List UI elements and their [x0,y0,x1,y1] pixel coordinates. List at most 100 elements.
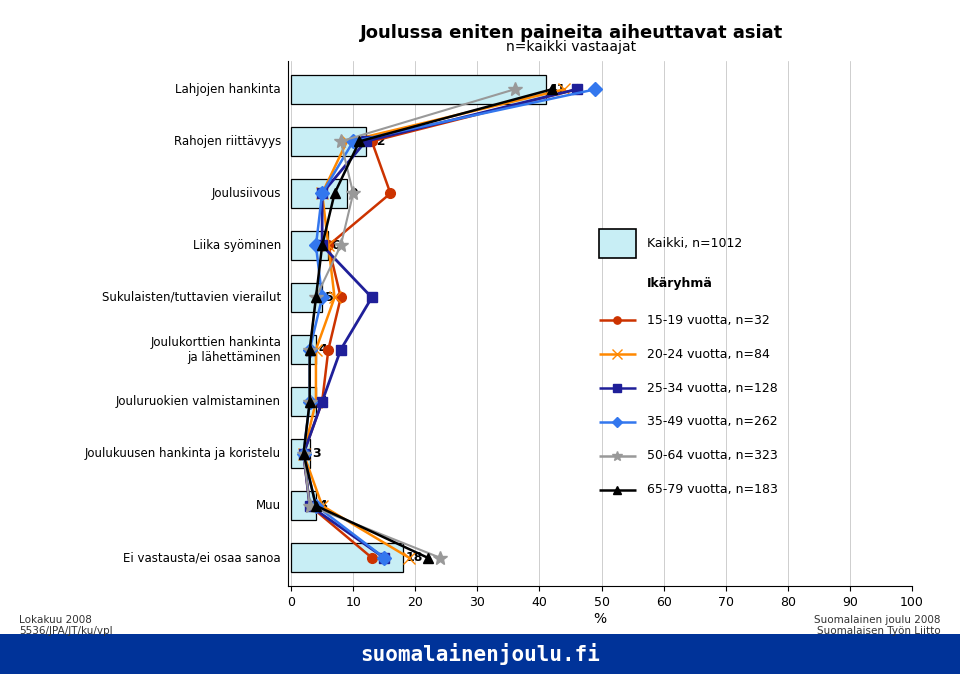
65-79 vuotta, n=183 [304,346,316,354]
20-24 vuotta, n=84 [341,137,352,146]
20-24 vuotta, n=84 [310,346,322,354]
Bar [291,75,545,104]
35-49 vuotta, n=262 [589,85,601,93]
50-64 vuotta, n=323 [310,293,322,301]
35-49 vuotta, n=262 [298,450,309,458]
50-64 vuotta, n=323 [298,450,309,458]
35-49 vuotta, n=262 [304,346,316,354]
25-34 vuotta, n=128 [298,450,309,458]
Text: 18: 18 [405,551,422,564]
50-64 vuotta, n=323 [304,501,316,510]
FancyBboxPatch shape [599,230,636,258]
Bar [291,179,347,208]
25-34 vuotta, n=128 [304,501,316,510]
35-49 vuotta, n=262 [348,137,359,146]
Text: 3: 3 [312,447,321,460]
65-79 vuotta, n=183 [310,293,322,301]
Text: Lahjojen hankinta: Lahjojen hankinta [176,83,281,96]
Bar [291,283,323,312]
Text: Joulukuusen hankinta ja koristelu: Joulukuusen hankinta ja koristelu [84,447,281,460]
Text: 6: 6 [331,239,340,252]
65-79 vuotta, n=183 [304,398,316,406]
Text: suomalainenjoulu.fi: suomalainenjoulu.fi [360,643,600,665]
Text: Rahojen riittävyys: Rahojen riittävyys [174,135,281,148]
50-64 vuotta, n=323 [509,85,520,93]
50-64 vuotta, n=323 [434,554,445,562]
Bar [291,388,316,416]
20-24 vuotta, n=84 [317,189,328,197]
Bar [291,491,316,520]
Text: Ei vastausta/ei osaa sanoa: Ei vastausta/ei osaa sanoa [124,551,281,564]
Text: 12: 12 [368,135,386,148]
Text: 9: 9 [349,187,358,200]
15-19 vuotta, n=32 [571,85,583,93]
50-64 vuotta, n=323 [335,137,347,146]
35-49 vuotta, n=262 [310,501,322,510]
15-19 vuotta, n=32 [298,450,309,458]
35-49 vuotta, n=262 [304,398,316,406]
20-24 vuotta, n=84 [403,554,415,562]
15-19 vuotta, n=32 [335,293,347,301]
15-19 vuotta, n=32 [323,346,334,354]
Text: Jouluruokien valmistaminen: Jouluruokien valmistaminen [116,395,281,408]
20-24 vuotta, n=84 [317,501,328,510]
15-19 vuotta, n=32 [323,241,334,249]
Text: Ikäryhmä: Ikäryhmä [647,277,713,290]
15-19 vuotta, n=32 [317,398,328,406]
Text: 4: 4 [319,343,327,356]
15-19 vuotta, n=32 [304,501,316,510]
Text: 65-79 vuotta, n=183: 65-79 vuotta, n=183 [647,483,778,497]
Text: n=kaikki vastaajat: n=kaikki vastaajat [506,40,636,55]
65-79 vuotta, n=183 [317,241,328,249]
15-19 vuotta, n=32 [366,137,377,146]
50-64 vuotta, n=323 [304,398,316,406]
Bar [291,127,366,156]
50-64 vuotta, n=323 [348,189,359,197]
25-34 vuotta, n=128 [571,85,583,93]
Bar [291,231,328,259]
25-34 vuotta, n=128 [317,241,328,249]
20-24 vuotta, n=84 [310,398,322,406]
20-24 vuotta, n=84 [559,85,570,93]
25-34 vuotta, n=128 [366,293,377,301]
20-24 vuotta, n=84 [329,293,341,301]
Line: 50-64 vuotta, n=323: 50-64 vuotta, n=323 [297,82,521,565]
50-64 vuotta, n=323 [335,241,347,249]
Line: 65-79 vuotta, n=183: 65-79 vuotta, n=183 [299,84,557,563]
65-79 vuotta, n=183 [353,137,365,146]
25-34 vuotta, n=128 [360,137,372,146]
50-64 vuotta, n=323 [304,346,316,354]
25-34 vuotta, n=128 [317,398,328,406]
25-34 vuotta, n=128 [317,189,328,197]
Text: Suomalainen joulu 2008
Suomalaisen Työn Liitto: Suomalainen joulu 2008 Suomalaisen Työn … [814,615,941,636]
Line: 20-24 vuotta, n=84: 20-24 vuotta, n=84 [298,83,570,564]
Text: 41: 41 [548,83,565,96]
Text: 25-34 vuotta, n=128: 25-34 vuotta, n=128 [647,381,778,394]
Text: 15-19 vuotta, n=32: 15-19 vuotta, n=32 [647,313,770,327]
Text: Sukulaisten/tuttavien vierailut: Sukulaisten/tuttavien vierailut [102,291,281,304]
Bar [291,335,316,364]
Text: Joulusiivous: Joulusiivous [211,187,281,200]
Text: Kaikki, n=1012: Kaikki, n=1012 [647,237,742,250]
25-34 vuotta, n=128 [335,346,347,354]
Text: Muu: Muu [256,499,281,512]
15-19 vuotta, n=32 [366,554,377,562]
Text: 5: 5 [324,291,333,304]
Line: 35-49 vuotta, n=262: 35-49 vuotta, n=262 [299,84,600,563]
Line: 15-19 vuotta, n=32: 15-19 vuotta, n=32 [299,84,582,563]
35-49 vuotta, n=262 [317,293,328,301]
Text: 50-64 vuotta, n=323: 50-64 vuotta, n=323 [647,450,778,462]
Bar [291,439,310,468]
35-49 vuotta, n=262 [317,189,328,197]
Line: 25-34 vuotta, n=128: 25-34 vuotta, n=128 [299,84,582,563]
65-79 vuotta, n=183 [546,85,558,93]
65-79 vuotta, n=183 [329,189,341,197]
Bar [291,543,403,572]
Text: 4: 4 [319,499,327,512]
25-34 vuotta, n=128 [378,554,390,562]
Text: 4: 4 [319,395,327,408]
15-19 vuotta, n=32 [385,189,396,197]
35-49 vuotta, n=262 [310,241,322,249]
Text: Joulukorttien hankinta
ja lähettäminen: Joulukorttien hankinta ja lähettäminen [150,336,281,363]
20-24 vuotta, n=84 [298,450,309,458]
